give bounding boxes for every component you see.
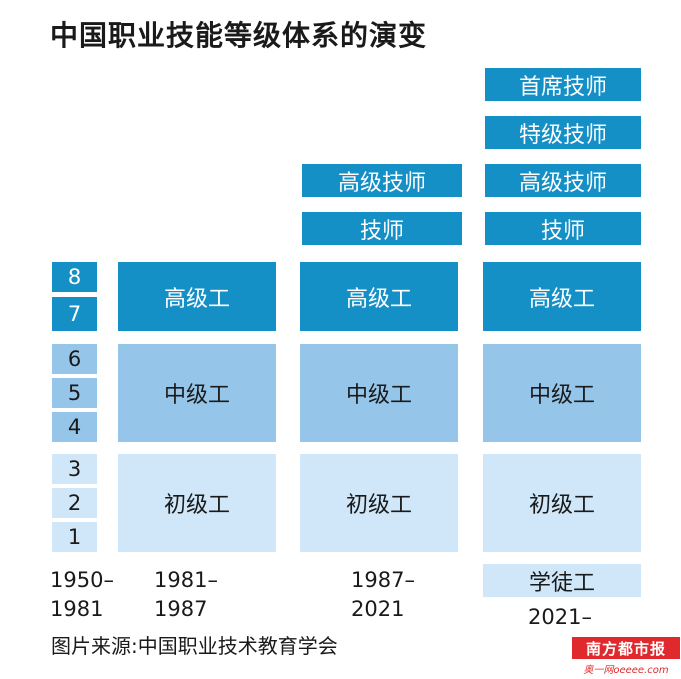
source-caption: 图片来源:中国职业技术教育学会 bbox=[51, 634, 338, 658]
level-5-box: 5 bbox=[52, 378, 97, 408]
col4-apprentice-box: 学徒工 bbox=[483, 564, 641, 597]
col3-junior-worker-box: 初级工 bbox=[300, 454, 458, 552]
col4-chief-technician-box: 首席技师 bbox=[485, 68, 641, 101]
col4-special-technician-box: 特级技师 bbox=[485, 116, 641, 149]
period-label-1987-2021: 1987– 2021 bbox=[351, 568, 415, 621]
col4-senior-worker-box: 高级工 bbox=[483, 262, 641, 331]
col4-junior-worker-box: 初级工 bbox=[483, 454, 641, 552]
diagram-title: 中国职业技能等级体系的演变 bbox=[50, 19, 428, 52]
level-7-box: 7 bbox=[52, 297, 97, 331]
col4-technician-box: 技师 bbox=[485, 212, 641, 245]
period-label-1981-1987: 1981– 1987 bbox=[154, 568, 218, 621]
period-label-2021: 2021– bbox=[528, 605, 592, 629]
newspaper-logo-subtitle: 奥一网oeeee.com bbox=[583, 665, 669, 676]
period-label-1950-1981: 1950– 1981 bbox=[50, 568, 114, 621]
newspaper-logo: 南方都市报 bbox=[572, 637, 680, 659]
col3-senior-technician-box: 高级技师 bbox=[302, 164, 462, 197]
level-8-box: 8 bbox=[52, 262, 97, 292]
col2-intermediate-worker-box: 中级工 bbox=[118, 344, 276, 442]
col3-intermediate-worker-box: 中级工 bbox=[300, 344, 458, 442]
col4-senior-technician-box: 高级技师 bbox=[485, 164, 641, 197]
level-3-box: 3 bbox=[52, 454, 97, 484]
col2-junior-worker-box: 初级工 bbox=[118, 454, 276, 552]
level-4-box: 4 bbox=[52, 412, 97, 442]
level-2-box: 2 bbox=[52, 488, 97, 518]
col3-senior-worker-box: 高级工 bbox=[300, 262, 458, 331]
level-6-box: 6 bbox=[52, 344, 97, 374]
col3-technician-box: 技师 bbox=[302, 212, 462, 245]
col4-intermediate-worker-box: 中级工 bbox=[483, 344, 641, 442]
col2-senior-worker-box: 高级工 bbox=[118, 262, 276, 331]
level-1-box: 1 bbox=[52, 522, 97, 552]
